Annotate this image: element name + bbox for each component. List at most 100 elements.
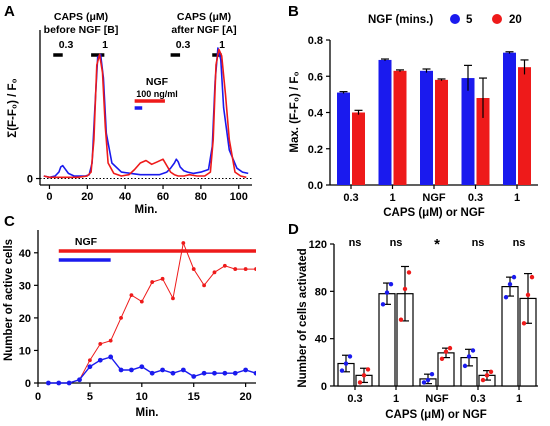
panel-a-before-title-1: CAPS (μM): [54, 11, 108, 23]
panel-d-y-label: Number of cells activated: [297, 248, 309, 387]
panel-b-category-label: NGF: [422, 192, 446, 204]
panel-b-category-label: 0.3: [468, 192, 483, 204]
panel-d-point-red: [529, 274, 535, 280]
panel-c-ngf-label: NGF: [75, 236, 98, 248]
panel-d-significance-label: ns: [513, 237, 526, 249]
panel-a-x-tick-label: 100: [230, 191, 248, 203]
panel-c-point-blue: [118, 367, 124, 373]
panel-c-y-label: Number of active cells: [3, 239, 15, 361]
panel-b-bar-red: [518, 67, 531, 185]
panel-b-bar-blue: [378, 59, 392, 185]
panel-d-point-blue: [466, 354, 472, 359]
panel-a-x-tick-label: 80: [195, 191, 207, 203]
panel-d-point-red: [361, 373, 367, 378]
panel-d-bar-blue: [501, 286, 519, 387]
panel-c-point-blue: [253, 370, 256, 376]
panel-a-y-label: Σ(F-F₀) / F₀: [7, 78, 19, 137]
panel-c-point-red: [181, 241, 186, 245]
panel-c-point-red: [150, 280, 155, 284]
panel-a-x-tick-label: 0: [46, 191, 52, 203]
panel-b-bar-blue: [420, 70, 433, 185]
panel-a-x-tick-label: 60: [157, 191, 169, 203]
panel-d: 0 40 80 120 0.3 1 NGF 0.3 1 ns ns * ns ns CAPS (μM)…: [297, 236, 538, 421]
panel-b-bar-red: [393, 70, 407, 185]
legend-marker-5: [450, 14, 460, 24]
panel-c-y-tick-label: 20: [19, 313, 31, 325]
panel-d-point-red: [525, 292, 531, 298]
panel-d-y-tick-label: 40: [315, 334, 327, 346]
panel-a-ngf-dose: 100 ng/ml: [136, 89, 178, 99]
panel-c-y-tick-label: 30: [19, 280, 31, 292]
panel-d-point-blue: [343, 361, 349, 366]
panel-b-bar-red: [352, 112, 365, 185]
panel-d-point-blue: [511, 274, 517, 280]
panel-d-point-blue: [425, 377, 431, 383]
panel-d-point-red: [480, 377, 486, 383]
panel-c-point-blue: [160, 367, 165, 373]
panel-a-dose-b2: 1: [102, 39, 108, 51]
panel-a-x-label: Min.: [135, 204, 158, 216]
panel-b-y-tick-label: 0.8: [308, 35, 323, 47]
panel-d-point-red: [484, 373, 490, 378]
panel-d-point-blue: [388, 282, 394, 287]
panel-d-y-tick-label: 0: [321, 381, 327, 393]
panel-c-point-red: [98, 342, 103, 346]
panel-a-before-title-2: before NGF [B]: [44, 24, 119, 36]
panel-b-category-label: 0.3: [343, 192, 358, 204]
panel-c-point-red: [171, 296, 175, 301]
panel-b-bar-blue: [337, 92, 350, 185]
panel-c-y-tick-label: 40: [19, 248, 31, 260]
panel-c-y-tick-label: 10: [19, 345, 31, 357]
panel-c-point-blue: [170, 370, 176, 376]
panel-d-category-label: 1: [516, 393, 522, 405]
panel-c-point-blue: [45, 380, 51, 386]
panel-c-point-red: [88, 358, 92, 363]
panel-a-dose-b1: 0.3: [59, 39, 74, 51]
panel-d-x-label: CAPS (μM) or NGF: [385, 409, 487, 421]
panel-d-bar-blue: [378, 293, 396, 387]
panel-a-x-tick-label: 40: [119, 191, 131, 203]
panel-d-significance-label: *: [434, 236, 440, 253]
panel-d-point-red: [402, 286, 408, 292]
panel-c-point-blue: [56, 380, 62, 386]
panel-c-point-blue: [201, 370, 207, 376]
panel-a-trace-red: [43, 48, 247, 179]
panel-b-bar-red: [435, 79, 448, 185]
panel-d-category-label: 0.3: [470, 393, 485, 405]
panel-d-point-blue: [347, 354, 353, 359]
panel-c-point-red: [119, 315, 123, 320]
panel-label-d: D: [288, 221, 299, 238]
panel-b-bar-blue: [461, 78, 475, 185]
panel-d-point-red: [521, 321, 527, 326]
panel-d-significance-label: ns: [349, 237, 362, 249]
panel-d-y-tick-label: 120: [309, 239, 327, 251]
panel-c-x-label: Min.: [136, 407, 159, 419]
panel-d-category-label: NGF: [425, 393, 449, 405]
panel-label-a: A: [4, 3, 15, 20]
panel-a: 0 20 40 60 80 100 0 Min. Σ(F-F₀) / F₀ CAPS (μ…: [7, 11, 252, 216]
legend-marker-20: [492, 14, 502, 24]
panel-d-point-red: [365, 367, 371, 372]
panel-b-category-label: 1: [514, 192, 520, 204]
panel-c-point-red: [160, 276, 165, 281]
panel-c-point-blue: [222, 370, 228, 376]
panel-d-point-red: [443, 349, 449, 354]
panel-c-x-tick-label: 0: [35, 391, 41, 403]
legend-label-20: 20: [509, 14, 522, 26]
panel-d-y-tick-label: 80: [315, 286, 327, 298]
panel-b-y-tick-label: 0.2: [308, 144, 323, 156]
panel-c-y-tick-label: 0: [25, 378, 31, 390]
panel-d-point-red: [357, 380, 363, 385]
panel-a-x-tick-label: 20: [81, 191, 93, 203]
panel-c-point-blue: [212, 370, 217, 376]
panel-c-x-tick-label: 5: [87, 391, 93, 403]
panel-c-point-red: [222, 263, 227, 268]
panel-b-bar-red: [476, 98, 490, 185]
panel-c-point-blue: [77, 377, 82, 383]
panel-d-point-blue: [339, 368, 345, 373]
panel-a-dose-a2: 1: [219, 39, 225, 51]
panel-a-dose-a1: 0.3: [176, 39, 191, 51]
panel-c-point-red: [243, 267, 248, 271]
panel-c-point-blue: [108, 354, 114, 360]
